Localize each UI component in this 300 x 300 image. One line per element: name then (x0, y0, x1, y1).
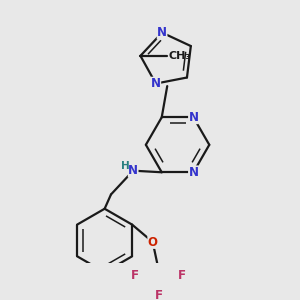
Text: N: N (188, 111, 198, 124)
Text: N: N (151, 77, 161, 90)
Text: CH₃: CH₃ (169, 51, 191, 61)
Text: N: N (128, 164, 138, 177)
Text: F: F (130, 269, 139, 282)
Text: F: F (178, 269, 186, 282)
Text: O: O (148, 236, 158, 248)
Text: F: F (154, 290, 162, 300)
Text: H: H (121, 161, 130, 171)
Text: N: N (157, 26, 167, 39)
Text: N: N (188, 166, 198, 179)
